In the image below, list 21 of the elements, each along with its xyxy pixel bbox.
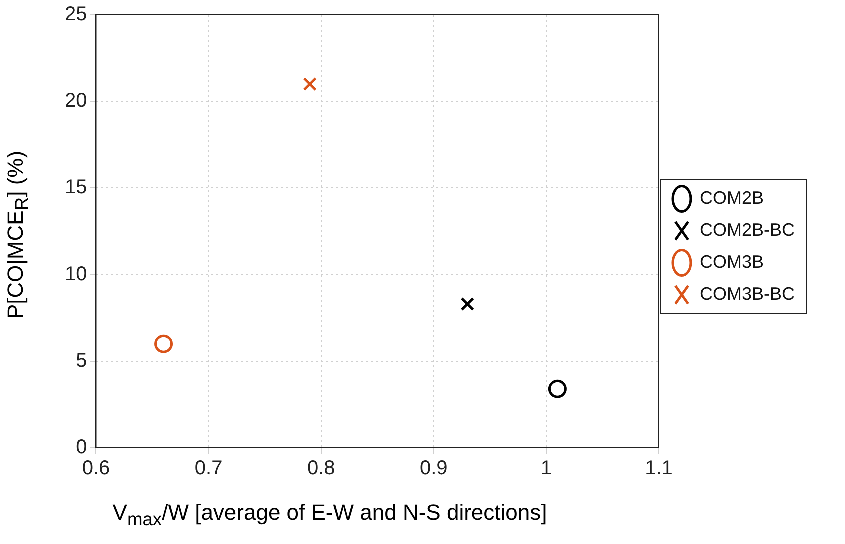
x-axis-title: V$_{max}$/W [average of E-W and N-S directions] [112,500,548,530]
x-tick-label: 0.6 [82,458,110,480]
legend-label: COM2B [700,188,764,208]
point [154,334,174,354]
y-tick-label: 5 [76,350,88,372]
legend-label: COM3B [700,252,764,272]
legend-label: COM2B-BC [700,220,796,240]
y-tick-label: 0 [76,436,88,459]
x-tick-label: 0.8 [307,458,336,480]
point [303,77,317,92]
y-tick-label: 10 [64,263,88,286]
x-tick-label: 1 [540,458,552,480]
x-tick-label: 0.7 [194,458,223,480]
x-tick-label: 1.1 [645,458,673,480]
y-tick-label: 25 [64,4,88,26]
y-tick-label: 20 [64,90,88,112]
point [460,297,475,312]
x-tick-label: 0.9 [420,458,448,480]
y-tick-label: 15 [64,176,88,199]
point [548,380,567,398]
legend-label: COM3B-BC [700,284,796,304]
